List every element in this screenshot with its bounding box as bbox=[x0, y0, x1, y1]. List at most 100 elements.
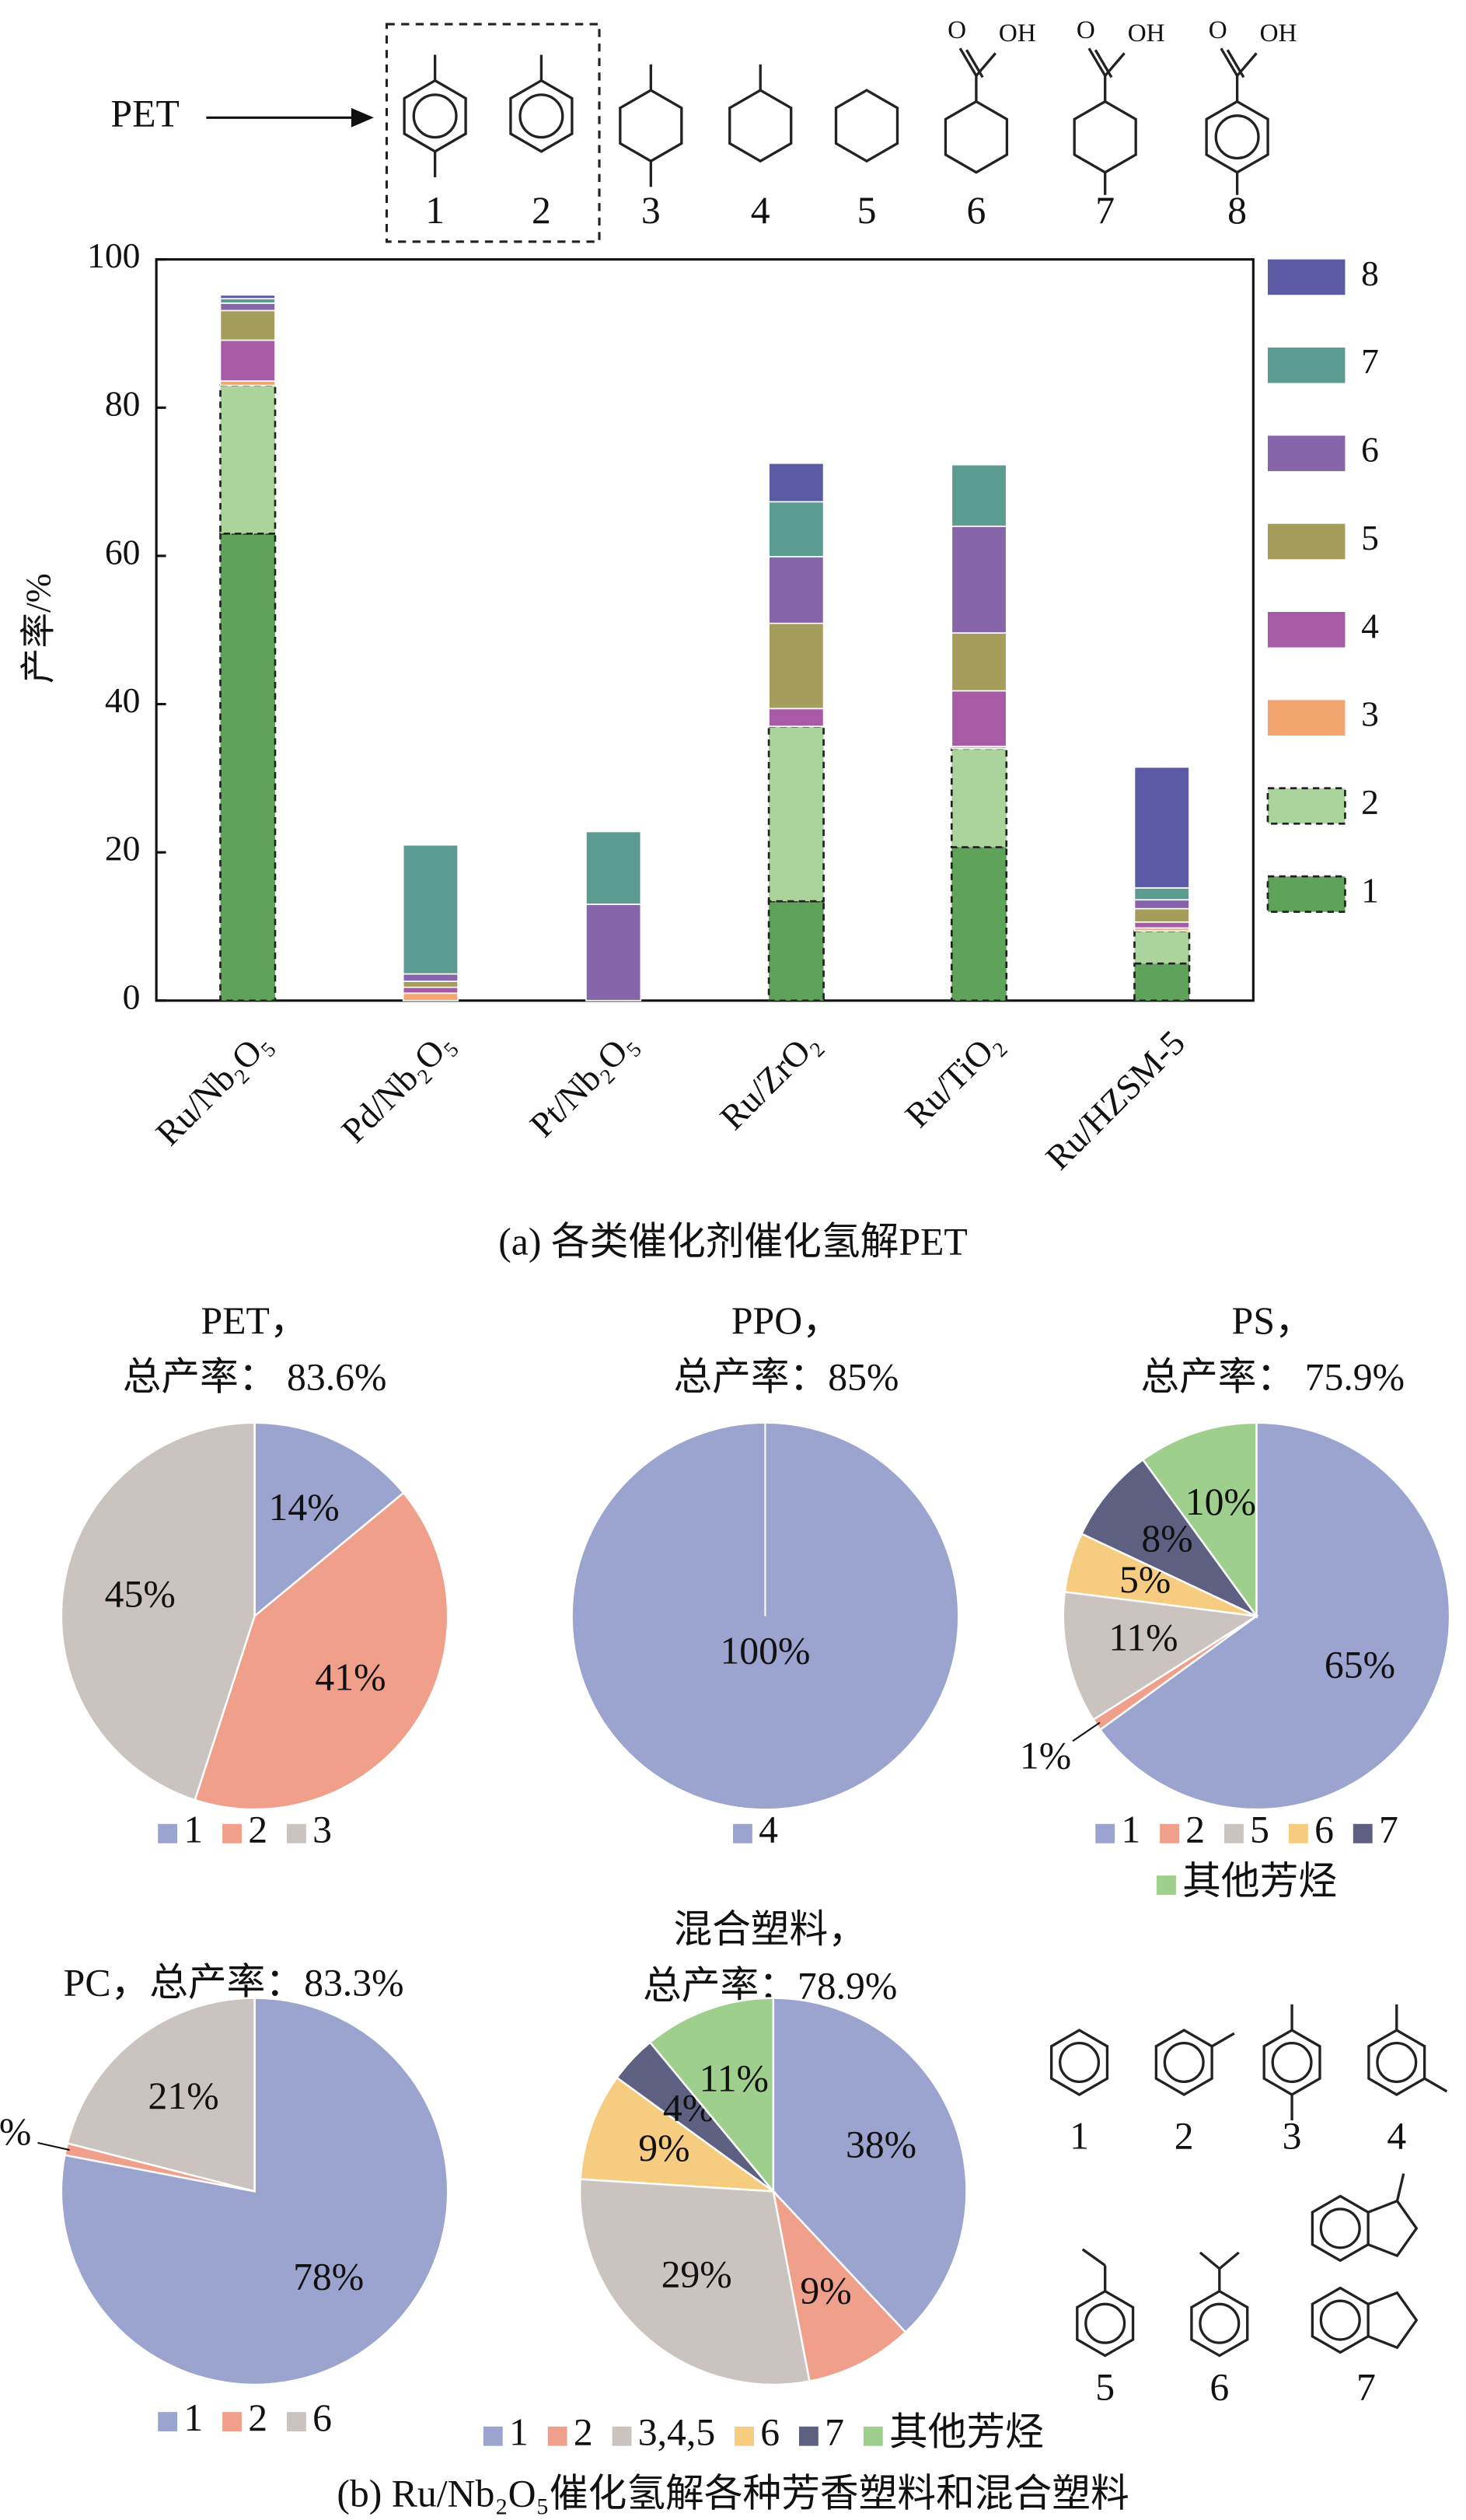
bar-segment bbox=[1133, 962, 1191, 1002]
legend-label: 7 bbox=[1361, 341, 1379, 381]
legend-item: 5 bbox=[1224, 1809, 1269, 1851]
structure-ring bbox=[1376, 2041, 1418, 2084]
legend-swatch bbox=[1157, 1875, 1176, 1895]
legend-swatch bbox=[483, 2426, 503, 2446]
bar-segment bbox=[1133, 899, 1190, 910]
legend-item: 2 bbox=[222, 1809, 267, 1851]
legend-label: 2 bbox=[1361, 782, 1379, 822]
structure-ring bbox=[834, 89, 899, 163]
data-label: 11% bbox=[1108, 1616, 1178, 1658]
structure-ring bbox=[1059, 2041, 1101, 2084]
legend-label: 4 bbox=[759, 1809, 778, 1851]
legend-label: 7 bbox=[825, 2411, 844, 2454]
legend-item: 1 bbox=[158, 1809, 203, 1851]
y-tick-label: 20 bbox=[105, 829, 141, 869]
bar-segment bbox=[219, 339, 276, 382]
structure-bond bbox=[1199, 2251, 1220, 2270]
x-tick-label: Ru/ZrO₂ bbox=[712, 1022, 827, 1138]
bar-segment bbox=[767, 900, 825, 1002]
pie-slice bbox=[579, 2076, 777, 2193]
legend-swatch bbox=[1288, 1823, 1308, 1844]
legend-label: 6 bbox=[1314, 1809, 1334, 1851]
legend-swatch bbox=[1267, 700, 1346, 736]
legend-swatch bbox=[1267, 612, 1346, 648]
pie-slice bbox=[1080, 1458, 1258, 1617]
bar-segment bbox=[951, 463, 1007, 527]
legend-label: 6 bbox=[760, 2411, 780, 2454]
bar-segment bbox=[950, 846, 1008, 1002]
leader-line bbox=[1072, 1721, 1101, 1742]
legend-label: 6 bbox=[1361, 430, 1379, 470]
structure-label: 5 bbox=[1095, 2366, 1115, 2409]
data-label: 8% bbox=[1141, 1517, 1192, 1560]
legend-swatch bbox=[158, 1823, 178, 1844]
legend-item: 2 bbox=[1160, 1809, 1205, 1851]
legend-swatch bbox=[286, 2412, 306, 2432]
structure-label: 1 bbox=[425, 189, 445, 232]
bar-segment bbox=[585, 903, 642, 1001]
x-tick-label: Ru/TiO₂ bbox=[897, 1022, 1010, 1135]
legend-swatch bbox=[798, 2426, 819, 2446]
structure-ring bbox=[1049, 2029, 1109, 2096]
bar-segment bbox=[219, 302, 276, 312]
bar-segment bbox=[951, 690, 1007, 747]
pie-title: 总产率：85% bbox=[673, 1355, 899, 1398]
legend-swatch bbox=[1266, 787, 1346, 825]
pie-slice bbox=[772, 1997, 968, 2334]
legend-swatch bbox=[1266, 875, 1346, 914]
pie-slice bbox=[578, 2178, 811, 2386]
legend-label: 7 bbox=[1379, 1809, 1398, 1851]
legend-label: 5 bbox=[1361, 518, 1379, 557]
pie-slice bbox=[66, 1997, 256, 2193]
legend-item: 1 bbox=[158, 2396, 203, 2439]
pie-slice bbox=[60, 1421, 256, 1802]
structure-ring bbox=[1271, 2041, 1313, 2084]
legend-label: 1 bbox=[183, 2396, 203, 2439]
legend-item: 3 bbox=[286, 1809, 332, 1851]
pie-slice bbox=[253, 1421, 405, 1619]
structure-bond bbox=[958, 47, 978, 77]
legend-item: 6 bbox=[1288, 1809, 1334, 1851]
bar-segment bbox=[951, 525, 1007, 634]
y-tick-label: 0 bbox=[123, 977, 141, 1016]
structure-atom: OH bbox=[1128, 19, 1165, 47]
legend-swatch bbox=[222, 2412, 242, 2432]
arrow-head bbox=[351, 107, 374, 128]
structure-ring bbox=[1367, 2029, 1426, 2096]
legend-label: 1 bbox=[1361, 870, 1379, 910]
pie-slice bbox=[1098, 1421, 1451, 1811]
structure-label: 5 bbox=[857, 189, 877, 232]
pie-title: PC，总产率：83.3% bbox=[64, 1961, 404, 2004]
structure-label: 8 bbox=[1227, 189, 1247, 232]
legend-item: 7 bbox=[1353, 1809, 1398, 1851]
legend-swatch bbox=[286, 1823, 306, 1844]
legend-swatch bbox=[1160, 1823, 1180, 1844]
structure-ring bbox=[1367, 2199, 1419, 2258]
bar-segment bbox=[402, 980, 459, 988]
legend-swatch bbox=[733, 1823, 752, 1844]
structure-atom: O bbox=[948, 16, 966, 44]
structure-ring bbox=[1190, 2289, 1249, 2357]
legend-item: 7 bbox=[798, 2411, 844, 2454]
structure-bond bbox=[1081, 2248, 1106, 2267]
y-tick-label: 80 bbox=[105, 384, 141, 424]
bar-segment bbox=[402, 986, 459, 994]
legend-swatch bbox=[1095, 1823, 1115, 1844]
pie-title: 混合塑料， bbox=[673, 1908, 867, 1951]
structure-ring bbox=[1311, 2286, 1370, 2354]
bar-segment bbox=[951, 632, 1007, 692]
structure-label: 4 bbox=[751, 189, 770, 232]
x-tick-label: Pd/Nb₂O₅ bbox=[333, 1022, 461, 1150]
structure-bond bbox=[1423, 2077, 1448, 2093]
pie-slice bbox=[1062, 1590, 1260, 1721]
legend-label: 3,4,5 bbox=[638, 2411, 715, 2454]
bar-segment bbox=[1133, 907, 1190, 923]
bar-segment bbox=[219, 309, 276, 341]
structure-label: 3 bbox=[641, 189, 661, 232]
pie-slice bbox=[648, 1997, 775, 2194]
y-tick-label: 40 bbox=[105, 680, 141, 720]
legend-label: 2 bbox=[248, 1809, 267, 1851]
bar-segment bbox=[768, 462, 825, 503]
data-label: 38% bbox=[846, 2123, 916, 2166]
